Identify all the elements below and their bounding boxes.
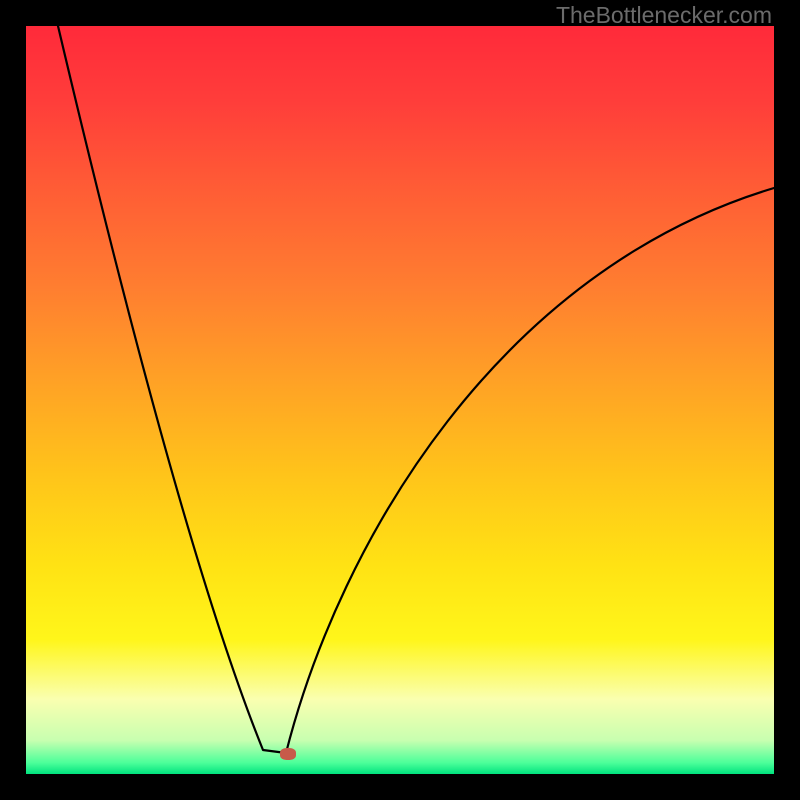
watermark-text: TheBottlenecker.com — [556, 2, 772, 29]
bottleneck-curve-path — [58, 26, 774, 753]
optimum-marker — [280, 748, 296, 760]
plot-area — [26, 26, 774, 774]
bottleneck-curve — [26, 26, 774, 774]
